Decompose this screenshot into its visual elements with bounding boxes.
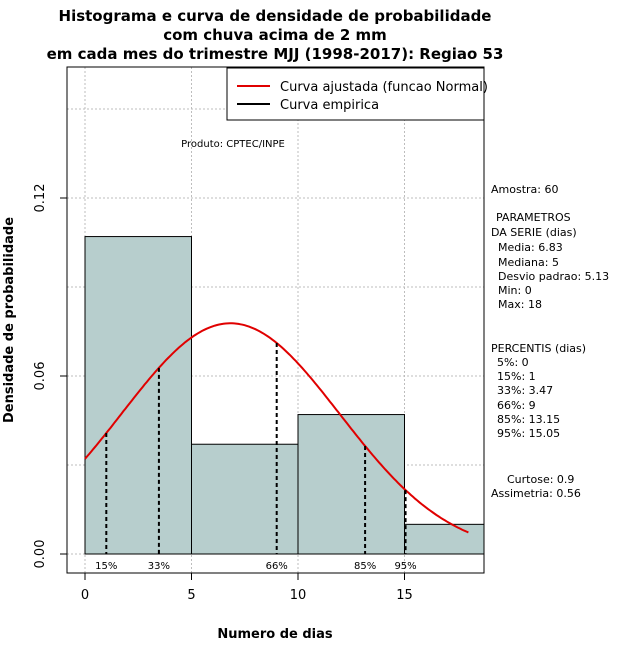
normal-curve-layer (84, 322, 469, 534)
stat-p33: 33%: 3.47 (497, 384, 553, 397)
legend-box (226, 67, 485, 121)
x-axis-label: Numero de dias (217, 627, 333, 642)
chart-title-line-1: Histograma e curva de densidade de proba… (59, 7, 492, 25)
histogram-bar-2 (191, 443, 299, 555)
histogram-bar-4 (404, 523, 485, 555)
x-tick-label: 0 (81, 588, 89, 603)
stat-parametros-title-2: DA SERIE (dias) (491, 226, 577, 239)
percentile-label-66: 66% (266, 561, 288, 572)
y-axis-label: Densidade de probabilidade (2, 217, 17, 423)
stat-min: Min: 0 (498, 284, 532, 297)
stat-parametros-title-1: PARAMETROS (496, 211, 571, 224)
x-tick-label: 15 (396, 588, 413, 603)
legend-label-normal: Curva ajustada (funcao Normal) (280, 80, 488, 95)
legend: Curva ajustada (funcao Normal) Curva emp… (226, 67, 488, 121)
product-annotation: Produto: CPTEC/INPE (181, 139, 285, 150)
percentile-label-15: 15% (95, 561, 117, 572)
stat-curtose: Curtose: 0.9 (507, 473, 574, 486)
chart-title-line-2: com chuva acima de 2 mm (163, 26, 387, 44)
stat-assimetria: Assimetria: 0.56 (491, 487, 581, 500)
y-axis: 0.00 0.06 0.12 (33, 184, 68, 569)
stats-panel: Amostra: 60 PARAMETROS DA SERIE (dias) M… (491, 183, 609, 500)
stat-p85: 85%: 13.15 (497, 413, 560, 426)
histogram-bar-3 (297, 414, 405, 555)
chart-title-line-3: em cada mes do trimestre MJJ (1998-2017)… (47, 45, 504, 63)
normal-density-curve (84, 322, 469, 534)
y-tick-label: 0.06 (33, 362, 48, 391)
stat-max: Max: 18 (498, 298, 542, 311)
percentile-label-85: 85% (354, 561, 376, 572)
histogram-bar-1 (84, 236, 192, 555)
x-tick-label: 5 (187, 588, 195, 603)
stat-amostra: Amostra: 60 (491, 183, 558, 196)
percentile-lines (105, 343, 407, 554)
stat-p15: 15%: 1 (497, 370, 536, 383)
stat-percentis-title: PERCENTIS (dias) (491, 342, 586, 355)
histogram-bars (84, 236, 485, 555)
x-axis: 0 5 10 15 (81, 572, 413, 603)
stat-media: Media: 6.83 (498, 241, 563, 254)
legend-label-empirical: Curva empirica (280, 98, 379, 113)
x-tick-label: 10 (290, 588, 307, 603)
percentile-labels: 15% 33% 66% 85% 95% (95, 561, 416, 572)
stat-p5: 5%: 0 (497, 356, 529, 369)
y-tick-label: 0.12 (33, 184, 48, 213)
stat-mediana: Mediana: 5 (498, 256, 559, 269)
percentile-label-95: 95% (394, 561, 416, 572)
stat-desvio: Desvio padrao: 5.13 (498, 270, 609, 283)
y-tick-label: 0.00 (33, 540, 48, 569)
percentile-label-33: 33% (148, 561, 170, 572)
stat-p95: 95%: 15.05 (497, 427, 560, 440)
stat-p66: 66%: 9 (497, 399, 536, 412)
